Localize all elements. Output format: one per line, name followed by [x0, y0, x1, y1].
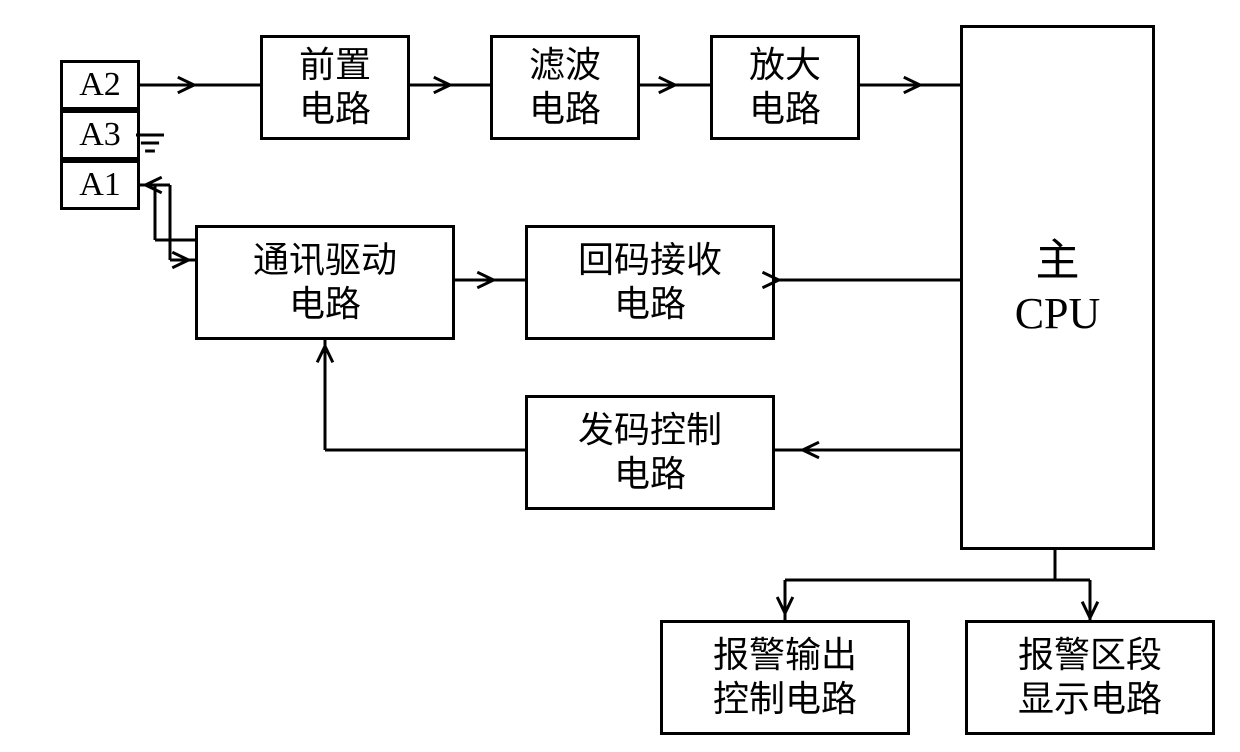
node-txctrl-label: 发码控制电路: [578, 409, 722, 495]
node-a3-label: A3: [79, 116, 121, 154]
node-alarmout: 报警输出控制电路: [660, 620, 910, 735]
node-a2-label: A2: [79, 66, 121, 104]
node-a1-label: A1: [79, 166, 121, 204]
node-filter-label: 滤波电路: [529, 44, 601, 130]
node-amp-label: 放大电路: [749, 44, 821, 130]
node-preamp-label: 前置电路: [299, 44, 371, 130]
node-a2: A2: [60, 60, 140, 110]
node-commdrv-label: 通讯驱动电路: [253, 239, 397, 325]
node-cpu: 主CPU: [960, 25, 1155, 550]
node-rxcode-label: 回码接收电路: [578, 239, 722, 325]
node-filter: 滤波电路: [490, 35, 640, 140]
node-a3: A3: [60, 110, 140, 160]
node-alarmout-label: 报警输出控制电路: [713, 634, 857, 720]
node-alarmseg-label: 报警区段显示电路: [1018, 634, 1162, 720]
node-commdrv: 通讯驱动电路: [195, 225, 455, 340]
node-amp: 放大电路: [710, 35, 860, 140]
node-txctrl: 发码控制电路: [525, 395, 775, 510]
node-a1: A1: [60, 160, 140, 210]
node-alarmseg: 报警区段显示电路: [965, 620, 1215, 735]
node-cpu-label: 主CPU: [1015, 235, 1101, 341]
node-rxcode: 回码接收电路: [525, 225, 775, 340]
diagram-canvas: A2 A3 A1 前置电路 滤波电路 放大电路 通讯驱动电路 回码接收电路 发码…: [0, 0, 1240, 752]
node-preamp: 前置电路: [260, 35, 410, 140]
